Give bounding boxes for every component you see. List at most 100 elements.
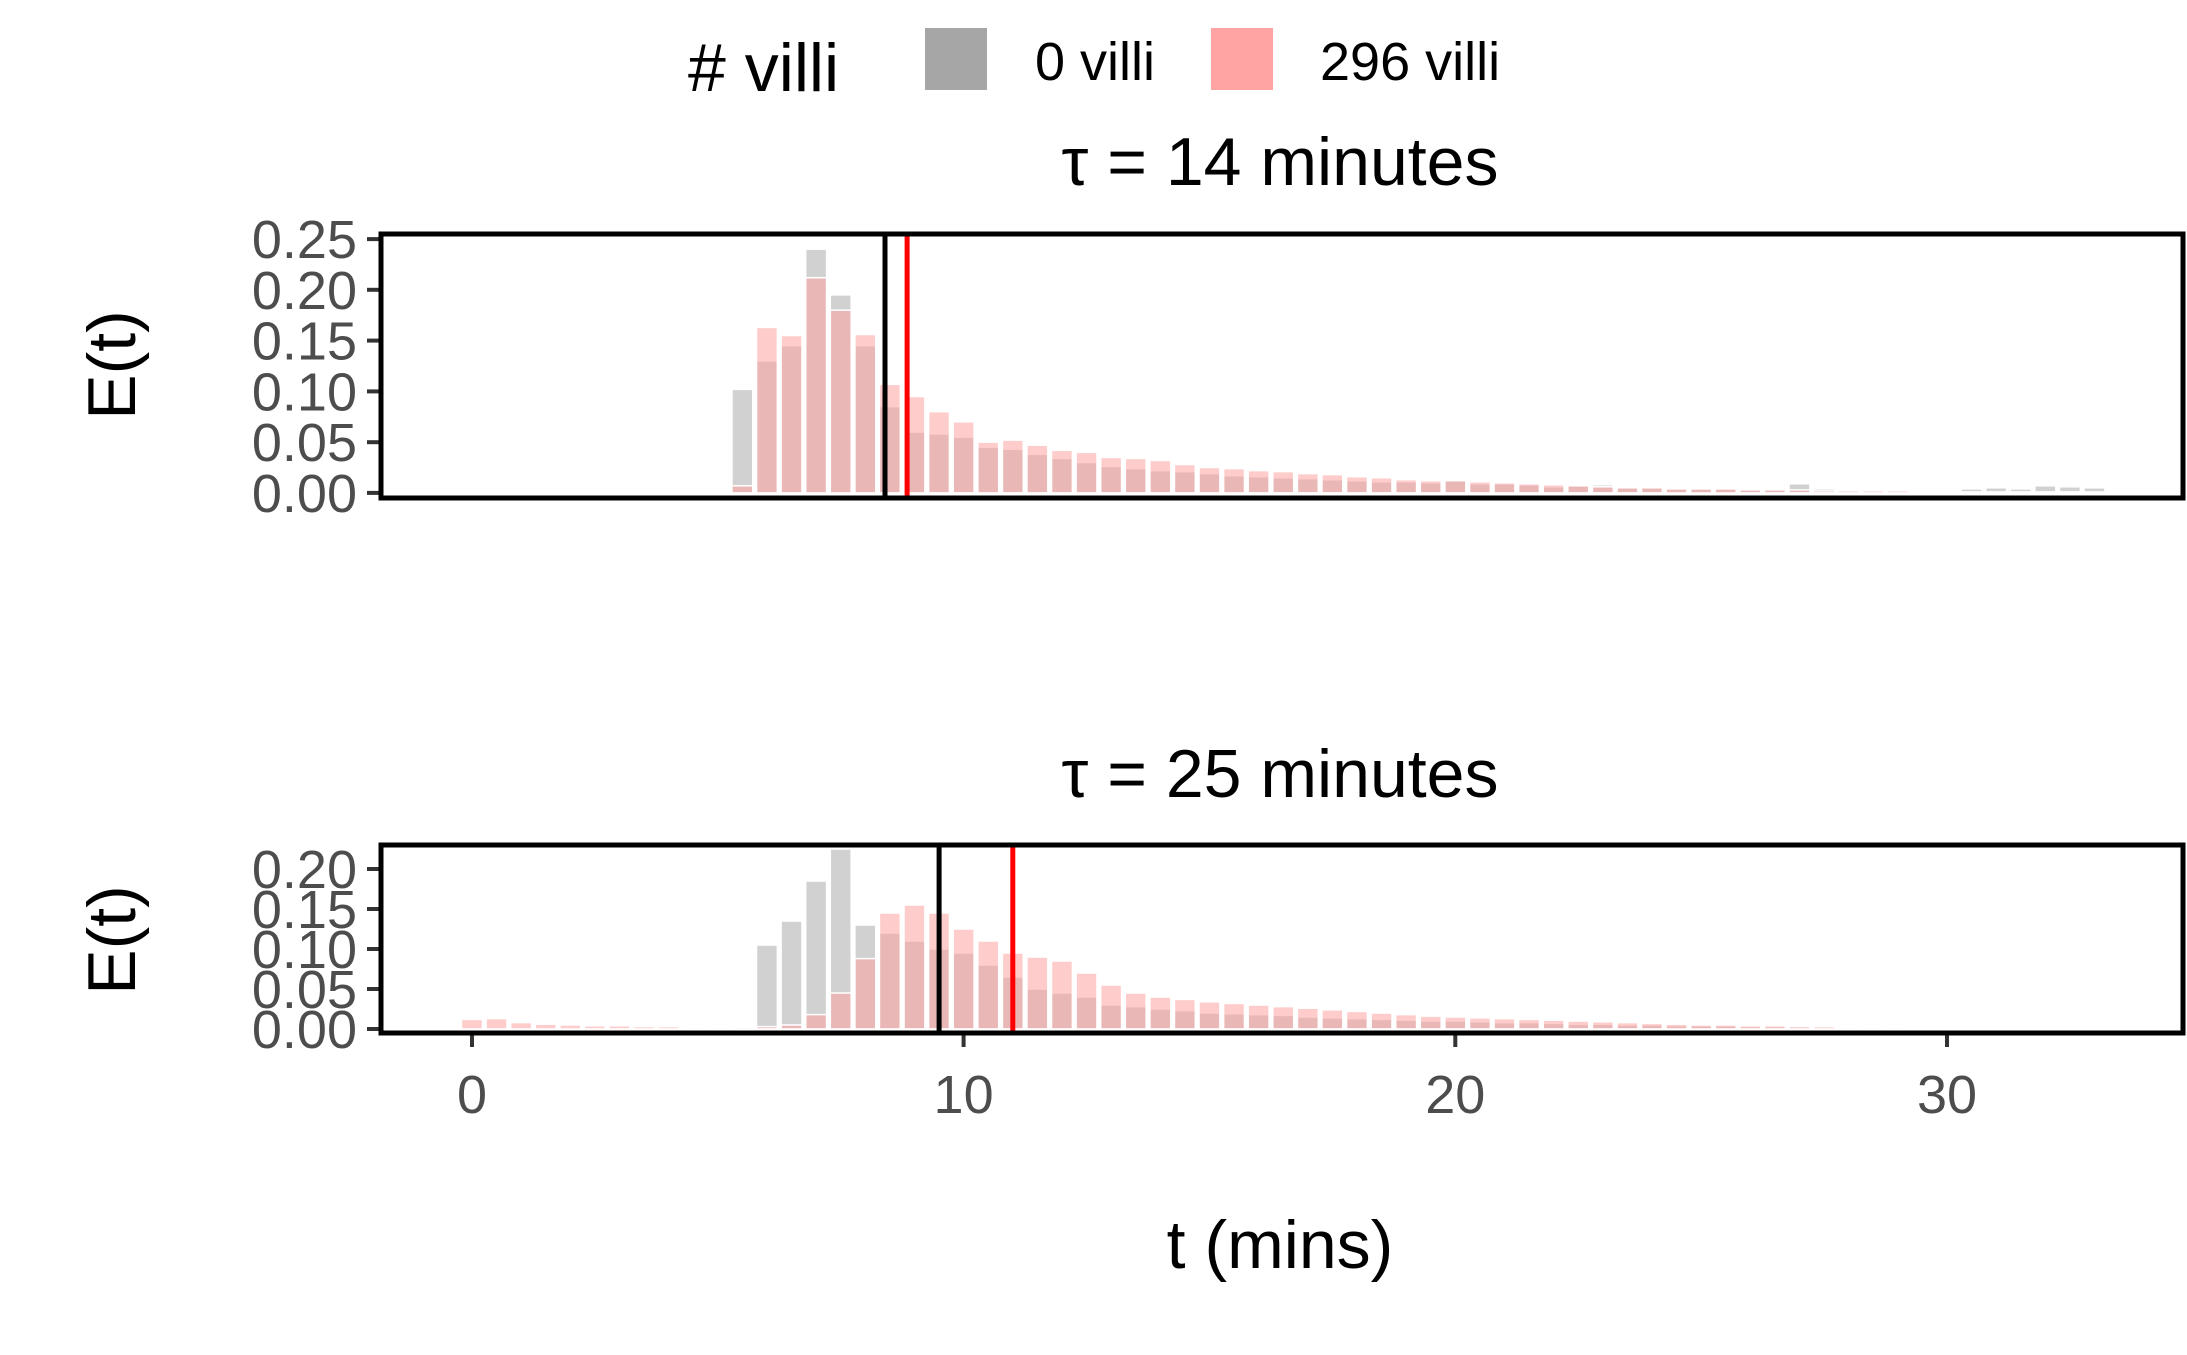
bar-296-villi-0-38 <box>1665 488 1688 494</box>
bar-296-villi-0-39 <box>1689 488 1713 494</box>
bar-296-villi-0-44 <box>1812 490 1836 494</box>
bar-296-villi-0-55 <box>2083 491 2106 494</box>
bar-296-villi-1-54 <box>1788 1025 1811 1030</box>
bar-296-villi-0-20 <box>1222 467 1246 494</box>
legend-title: # villi <box>688 30 839 106</box>
bar-296-villi-0-42 <box>1763 489 1787 494</box>
bar-296-villi-1-37 <box>1370 1012 1393 1030</box>
bars-tau-25 <box>460 845 1910 1033</box>
bar-296-villi-1-58 <box>1886 1026 1910 1030</box>
bar-296-villi-1-31 <box>1222 1002 1246 1030</box>
bar-296-villi-1-14 <box>804 1013 828 1030</box>
bar-296-villi-1-50 <box>1689 1024 1713 1030</box>
bar-296-villi-0-54 <box>2058 491 2082 494</box>
bar-296-villi-1-2 <box>509 1021 533 1030</box>
panel-tau-14: τ = 14 minutes E(t) 0.000.050.100.150.20… <box>74 124 2186 524</box>
y-tick-label-1-2: 0.10 <box>252 920 357 980</box>
y-tick-label-1-4: 0.20 <box>252 840 357 900</box>
legend-label-0-villi: 0 villi <box>1035 32 1155 92</box>
y-tick-label-1-3: 0.15 <box>252 880 357 940</box>
bar-296-villi-1-36 <box>1345 1010 1369 1030</box>
bar-296-villi-0-31 <box>1493 482 1516 494</box>
bar-296-villi-1-52 <box>1739 1025 1762 1030</box>
panel-title-tau-25: τ = 25 minutes <box>1062 736 1499 812</box>
bar-296-villi-0-40 <box>1714 488 1737 494</box>
bar-296-villi-0-50 <box>1960 491 1983 494</box>
bar-296-villi-1-40 <box>1444 1016 1467 1030</box>
bar-296-villi-0-9 <box>952 421 975 494</box>
bar-296-villi-1-20 <box>952 928 975 1030</box>
panel-border-tau-14 <box>378 231 2186 501</box>
x-tick-label-2: 20 <box>1425 1065 1485 1125</box>
bar-296-villi-0-4 <box>829 309 852 494</box>
bar-296-villi-0-5 <box>854 333 877 494</box>
y-tick-label-0-1: 0.05 <box>252 413 357 473</box>
bar-296-villi-0-46 <box>1862 490 1885 494</box>
bar-296-villi-1-55 <box>1812 1025 1836 1030</box>
bar-296-villi-1-32 <box>1247 1004 1270 1030</box>
bar-296-villi-0-28 <box>1419 479 1442 494</box>
bar-296-villi-0-23 <box>1296 472 1320 494</box>
y-ticks-tau-25: 0.000.050.100.150.20 <box>252 840 381 1060</box>
bar-296-villi-0-37 <box>1640 487 1664 494</box>
bar-296-villi-1-28 <box>1149 996 1172 1030</box>
bar-296-villi-1-30 <box>1198 1001 1221 1030</box>
bar-296-villi-0-30 <box>1468 481 1492 494</box>
bar-296-villi-1-0 <box>460 1018 484 1030</box>
x-tick-label-3: 30 <box>1917 1065 1977 1125</box>
panel-title-tau-14: τ = 14 minutes <box>1062 124 1499 200</box>
bar-296-villi-0-8 <box>927 410 951 494</box>
bar-296-villi-0-48 <box>1911 491 1934 494</box>
bar-296-villi-1-6 <box>608 1025 631 1030</box>
legend-swatch-0-villi <box>925 28 987 90</box>
bar-296-villi-1-51 <box>1714 1024 1737 1030</box>
bars-tau-14 <box>731 234 2106 498</box>
bar-296-villi-0-11 <box>1001 439 1025 494</box>
bar-296-villi-0-22 <box>1272 470 1295 494</box>
bar-296-villi-0-17 <box>1149 459 1172 494</box>
bar-296-villi-1-10 <box>706 1026 730 1030</box>
bar-296-villi-1-57 <box>1862 1026 1885 1030</box>
bar-296-villi-1-43 <box>1517 1018 1541 1030</box>
bar-296-villi-0-36 <box>1616 487 1639 494</box>
bar-296-villi-0-33 <box>1542 484 1565 494</box>
y-tick-label-0-0: 0.00 <box>252 464 357 524</box>
bar-296-villi-1-33 <box>1272 1005 1295 1030</box>
y-tick-label-0-5: 0.25 <box>252 210 357 270</box>
bar-296-villi-1-8 <box>657 1025 680 1030</box>
x-tick-label-1: 10 <box>934 1065 994 1125</box>
bar-296-villi-0-2 <box>780 334 803 494</box>
bar-296-villi-1-35 <box>1321 1009 1344 1030</box>
bar-296-villi-0-52 <box>2009 491 2032 494</box>
bar-296-villi-1-34 <box>1296 1007 1320 1030</box>
y-axis-label-tau-25: E(t) <box>74 885 150 995</box>
bar-296-villi-0-25 <box>1345 475 1369 494</box>
bar-296-villi-1-21 <box>977 940 1000 1030</box>
bar-0-villi-1-12 <box>755 944 779 1030</box>
bar-0-villi-1-13 <box>780 920 803 1030</box>
bar-296-villi-0-47 <box>1886 490 1910 494</box>
bar-296-villi-1-5 <box>583 1025 607 1030</box>
bar-296-villi-0-21 <box>1247 469 1270 494</box>
bar-296-villi-0-45 <box>1837 490 1860 494</box>
bar-296-villi-1-44 <box>1542 1019 1565 1030</box>
bar-296-villi-1-45 <box>1567 1020 1590 1030</box>
bar-296-villi-1-1 <box>485 1017 508 1030</box>
bar-296-villi-1-38 <box>1394 1013 1418 1030</box>
bar-296-villi-0-14 <box>1075 451 1098 494</box>
bar-296-villi-1-49 <box>1665 1023 1688 1030</box>
bar-296-villi-0-34 <box>1567 485 1590 494</box>
bar-296-villi-0-16 <box>1124 457 1147 494</box>
y-tick-label-0-4: 0.20 <box>252 261 357 321</box>
x-tick-label-0: 0 <box>457 1065 487 1125</box>
bar-296-villi-1-48 <box>1640 1022 1664 1030</box>
bar-296-villi-1-29 <box>1173 998 1197 1030</box>
bar-296-villi-1-42 <box>1493 1017 1516 1030</box>
bar-296-villi-0-53 <box>2034 491 2057 494</box>
bar-296-villi-1-26 <box>1099 984 1123 1030</box>
bar-296-villi-0-15 <box>1099 456 1123 494</box>
bar-0-villi-0-0 <box>731 388 754 494</box>
bar-296-villi-0-41 <box>1739 489 1762 494</box>
bar-296-villi-1-12 <box>755 1025 779 1030</box>
bar-296-villi-0-12 <box>1026 444 1049 494</box>
